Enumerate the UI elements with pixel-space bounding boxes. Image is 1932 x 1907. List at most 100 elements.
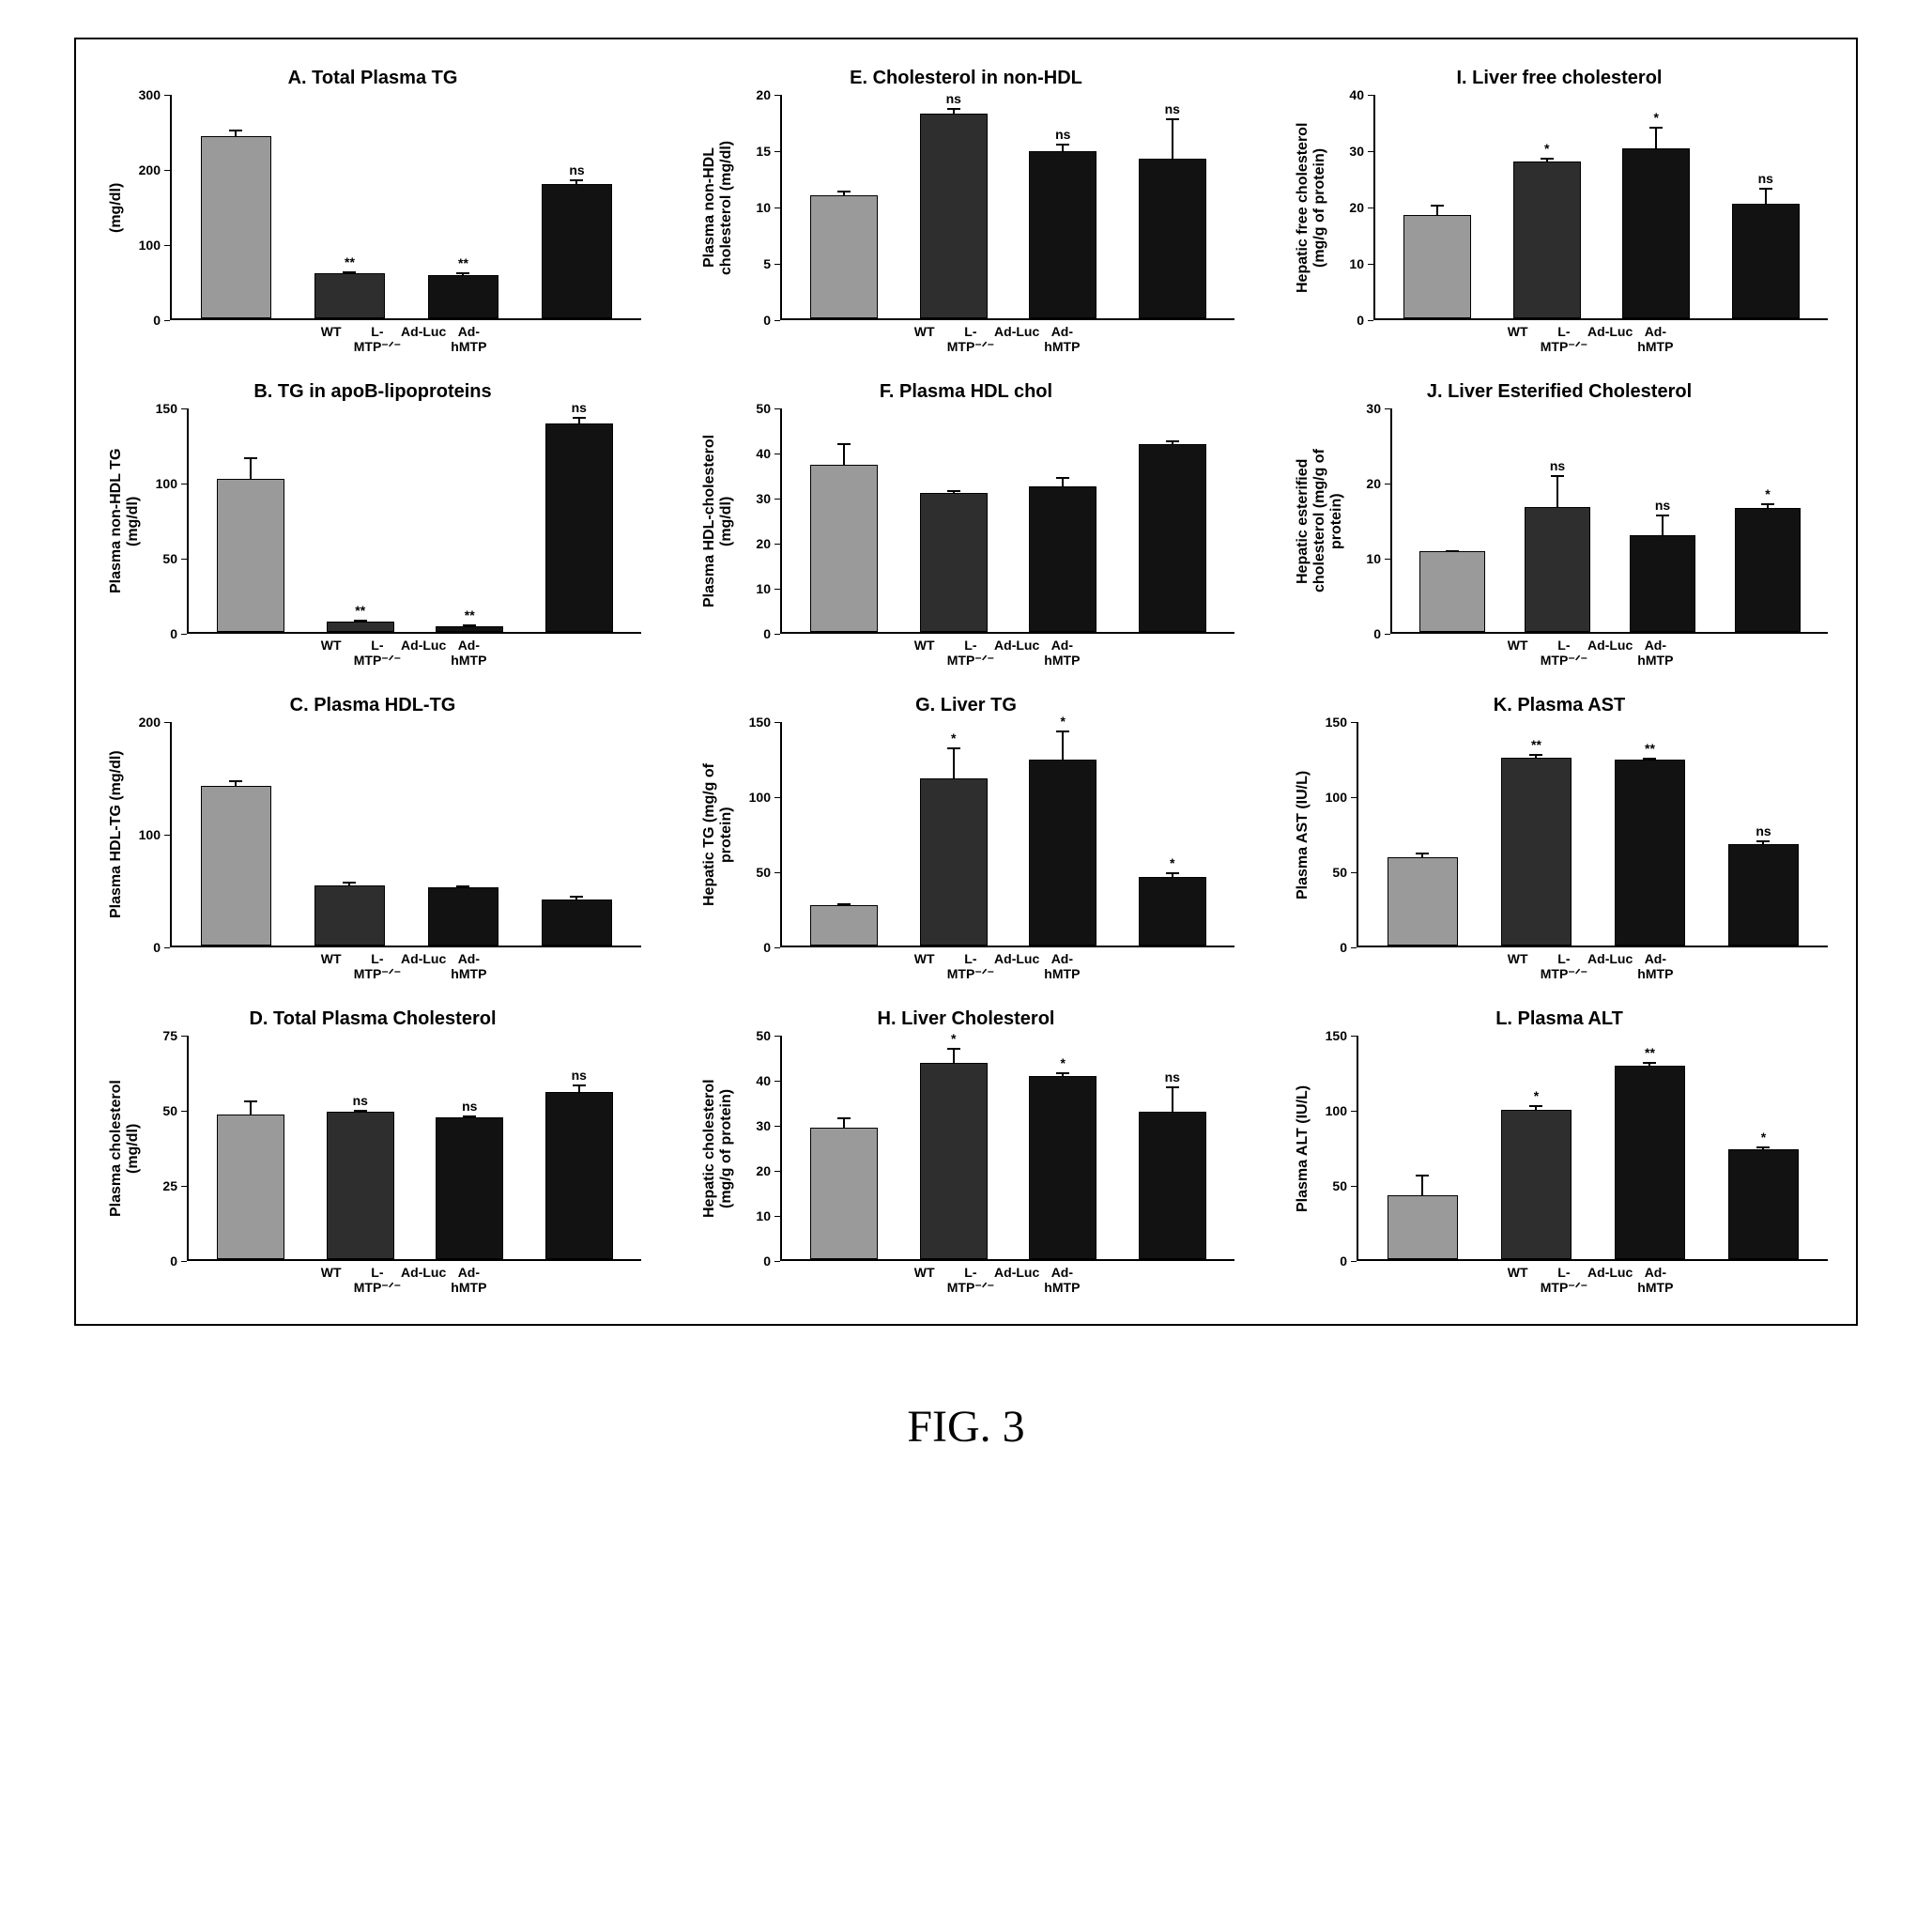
y-tick: 100 [156,476,187,491]
y-axis-label: Plasma HDL-TG (mg/dl) [104,722,129,947]
bar: ns [327,1112,394,1259]
y-tick: 75 [162,1028,187,1043]
bar: ** [1615,1066,1685,1259]
bar [428,887,498,946]
error-bar [953,1048,955,1064]
chart: (mg/dl)0100200300****ns [104,95,641,320]
significance-label: * [1765,486,1770,501]
y-tick: 20 [1366,476,1390,491]
y-tick: 150 [1326,1028,1357,1043]
y-tick: 20 [756,1163,780,1178]
plot-area: ****ns [187,408,641,634]
bar-slot: ns [1610,408,1715,632]
error-bar [1648,758,1650,761]
error-bar [235,130,237,137]
y-tick: 150 [749,715,780,730]
bar-slot: * [1707,1036,1820,1259]
bar: ns [1139,159,1206,318]
bar: ** [428,275,498,318]
plot-area [170,722,641,947]
bar-slot [406,722,520,946]
panel-A: A. Total Plasma TG (mg/dl)0100200300****n… [104,68,641,355]
y-tick: 30 [756,1118,780,1133]
y-tick-label: 0 [1373,626,1381,641]
error-bar [575,896,577,901]
y-tick: 300 [139,87,170,102]
x-axis-labels: WTL-MTP⁻ᐟ⁻Ad-LucAd-hMTP [1495,947,1686,982]
bar: ns [545,423,613,632]
panel-D: D. Total Plasma CholesterolPlasma choles… [104,1008,641,1296]
x-axis-labels: WTL-MTP⁻ᐟ⁻Ad-LucAd-hMTP [1495,320,1686,355]
x-tick-label: Ad-Luc [994,1261,1039,1296]
bar-slot [1008,408,1118,632]
y-tick: 40 [1349,87,1373,102]
bar-slot: ** [415,408,525,632]
panel-C: C. Plasma HDL-TGPlasma HDL-TG (mg/dl)010… [104,695,641,982]
panel-B: B. TG in apoB-lipoproteinsPlasma non-HDL… [104,381,641,669]
y-tick-label: 20 [1349,200,1364,215]
bar-slot: ns [1707,722,1820,946]
bar [201,136,271,318]
significance-label: ns [1655,498,1670,513]
bar: * [1501,1110,1572,1259]
y-tick: 20 [756,87,780,102]
x-tick-label: Ad-hMTP [446,947,491,982]
error-bar [843,903,845,906]
y-tick-label: 25 [162,1178,177,1193]
plot-area: **** [1357,1036,1828,1261]
y-tick-label: 30 [756,1118,771,1133]
panel-title: E. Cholesterol in non-HDL [850,68,1082,89]
x-tick-label: Ad-Luc [1587,1261,1633,1296]
bar [201,786,271,946]
y-tick-label: 100 [1326,1103,1347,1118]
x-tick-label: L-MTP⁻ᐟ⁻ [947,947,994,982]
error-bar [843,443,845,466]
bar-slot: ns [899,95,1009,318]
y-tick-label: 0 [153,313,161,328]
y-tick-label: 100 [749,790,771,805]
y-tick-label: 15 [756,144,771,159]
y-tick-label: 50 [162,1103,177,1118]
y-axis: 0102030 [1349,408,1390,634]
y-tick-label: 50 [162,551,177,566]
bar [1419,551,1484,632]
error-bar [575,179,577,185]
significance-label: * [1170,855,1174,870]
error-bar [1451,550,1453,552]
x-tick-label: Ad-Luc [1587,634,1633,669]
panel-title: K. Plasma AST [1494,695,1625,716]
x-tick-label: L-MTP⁻ᐟ⁻ [354,1261,401,1296]
y-axis-label: Plasma non-HDL cholesterol (mg/dl) [698,95,739,320]
error-bar [1762,840,1764,845]
bar: ** [436,626,503,632]
plot-area: *** [780,722,1234,947]
panel-H: H. Liver CholesterolHepatic cholesterol … [698,1008,1234,1296]
x-axis-labels: WTL-MTP⁻ᐟ⁻Ad-LucAd-hMTP [1495,634,1686,669]
x-tick-label: Ad-Luc [1587,320,1633,355]
error-bar [953,747,955,780]
error-bar [843,1117,845,1129]
error-bar [1172,118,1173,160]
bar-slot [1383,95,1493,318]
panel-title: A. Total Plasma TG [288,68,458,89]
x-tick-label: L-MTP⁻ᐟ⁻ [354,634,401,669]
bar [810,905,878,946]
chart: Hepatic esterified cholesterol (mg/g of … [1291,408,1828,634]
y-axis: 050100150 [1315,1036,1357,1261]
x-tick-label: Ad-hMTP [1633,1261,1678,1296]
y-axis-label: Plasma non-HDL TG (mg/dl) [104,408,146,634]
y-tick: 10 [1366,551,1390,566]
y-tick-label: 50 [1332,1178,1347,1193]
bar-slot [520,722,634,946]
x-tick-label: Ad-hMTP [1039,947,1084,982]
y-tick: 50 [756,1028,780,1043]
y-tick-label: 10 [1366,551,1381,566]
x-tick-label: Ad-hMTP [1039,1261,1084,1296]
x-axis-labels: WTL-MTP⁻ᐟ⁻Ad-LucAd-hMTP [902,947,1093,982]
bar: ns [545,1092,613,1259]
y-tick: 20 [756,536,780,551]
error-bar [1535,1105,1537,1111]
x-tick-label: Ad-Luc [994,320,1039,355]
y-tick-label: 0 [763,313,771,328]
chart: Plasma HDL-cholesterol (mg/dl)0102030405… [698,408,1234,634]
